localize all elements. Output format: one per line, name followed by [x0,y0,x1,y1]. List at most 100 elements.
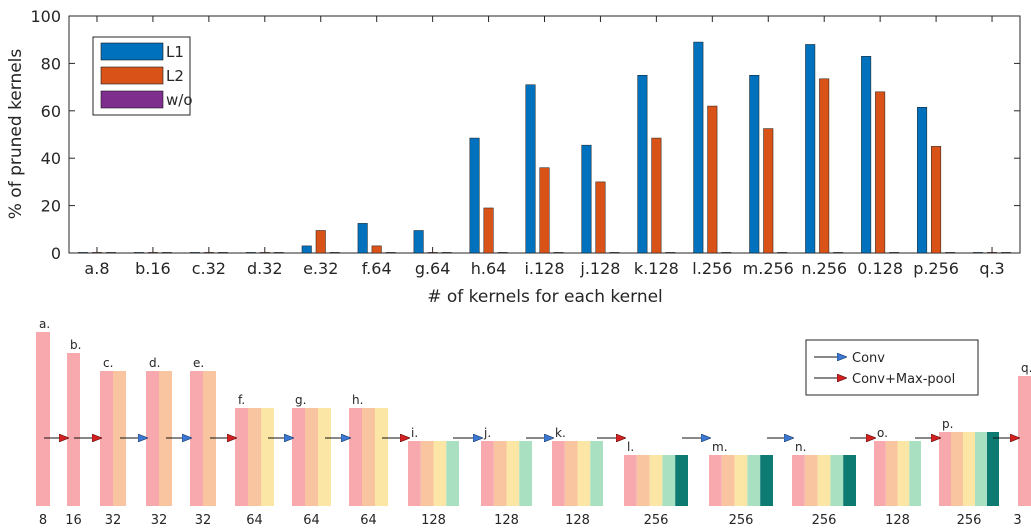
bar-l2-7 [483,207,494,254]
bar-w-o-1 [161,252,172,254]
layer-j: j. 128 [481,426,532,528]
layer-slice [624,455,637,506]
layer-slice [564,441,578,506]
layer-letter: c. [103,356,113,370]
x-tick-label: n.256 [801,259,847,278]
bar-w-o-8 [553,252,564,254]
y-tick-label: 40 [41,149,61,168]
x-tick-label: 0.128 [857,259,903,278]
diagram-legend-label: Conv [852,351,885,366]
y-tick-label: 80 [41,54,61,73]
layer-q: q. 3 [1013,361,1031,528]
layer-n: n. 256 [792,440,856,528]
bar-l1-15 [917,106,928,254]
y-tick-label: 60 [41,102,61,121]
bar-l1-3 [245,252,256,254]
pruned-kernels-bar-chart: 0 20 40 60 80 100 a.8 b.16 c.32 d.32 e.32 f.64 g.64 h… [6,7,1021,307]
bar-l2-2 [203,252,214,254]
bar-l1-12 [749,75,760,254]
layer-count: 128 [885,513,910,528]
bar-l2-4 [315,230,326,254]
layer-slice [493,441,507,506]
bar-l2-16 [987,252,998,254]
x-tick-label: a.8 [84,259,109,278]
layer-slice [843,455,856,506]
legend-label: L2 [166,67,184,85]
bar-l1-5 [357,223,368,254]
layer-slice [113,371,126,506]
layer-c: c. 32 [100,356,126,528]
layer-letter: l. [627,440,634,454]
layer-letter: i. [411,426,418,440]
layer-count: 256 [957,513,982,528]
bar-l1-13 [805,44,816,254]
layer-count: 32 [105,513,122,528]
layer-count: 8 [39,513,47,528]
x-tick-label: d.32 [247,259,283,278]
layer-slice [292,408,305,506]
layer-slice [760,455,773,506]
bar-l2-5 [371,245,382,254]
layer-letter: k. [555,426,566,440]
x-tick-label: g.64 [415,259,451,278]
layer-letter: b. [70,338,81,352]
layer-count: 128 [494,513,519,528]
layer-d: d. 32 [146,356,172,528]
layer-letter: d. [149,356,160,370]
layer-count: 64 [246,513,263,528]
bar-l2-6 [427,252,438,254]
bar-w-o-12 [777,252,788,254]
bar-l2-0 [91,252,102,254]
bar-l1-1 [133,252,144,254]
bar-l1-4 [301,245,312,254]
layer-slice [36,332,50,506]
layer-slice [318,408,331,506]
bar-l2-11 [707,105,718,254]
bar-l2-15 [931,146,942,254]
layer-slice [481,441,494,506]
layer-k: k. 128 [552,426,603,528]
bar-l1-7 [469,137,480,254]
layer-count: 128 [565,513,590,528]
bar-l1-9 [581,144,592,254]
layer-slice [951,432,963,506]
layer-slice [577,441,591,506]
layer-slice [146,371,159,506]
layer-slice [190,371,203,506]
layer-slice [305,408,318,506]
bar-l1-14 [861,56,872,254]
y-tick-label: 100 [30,7,61,26]
layer-slice [349,408,362,506]
layer-slice [446,441,459,506]
bar-l2-10 [651,137,662,254]
layer-g: g. 64 [292,393,331,528]
layer-e: e. 32 [190,356,216,528]
x-tick-label: h.64 [471,259,507,278]
layer-letter: h. [352,393,363,407]
bar-l1-10 [637,75,648,254]
layer-count: 64 [303,513,320,528]
layer-slice [747,455,761,506]
bar-w-o-15 [945,252,956,254]
layer-letter: p. [942,417,953,431]
layer-count: 3 [1013,513,1021,528]
layer-slice [1018,376,1031,506]
layer-slice [67,353,80,506]
layer-f: f. 64 [235,393,274,528]
bar-l2-9 [595,181,606,254]
layer-count: 64 [360,513,377,528]
layer-o: o. 128 [874,426,921,528]
layer-slice [362,408,375,506]
diagram-legend-box [805,339,979,396]
layer-slice [519,441,532,506]
y-tick-label: 0 [51,244,61,263]
bar-w-o-5 [385,252,396,254]
layer-letter: e. [193,356,204,370]
x-tick-label: p.256 [913,259,959,278]
bar-l1-2 [189,252,200,254]
layer-count: 32 [151,513,168,528]
layer-slice [897,441,910,506]
layer-slice [734,455,748,506]
legend-label: L1 [166,43,184,61]
layer-slice [590,441,603,506]
